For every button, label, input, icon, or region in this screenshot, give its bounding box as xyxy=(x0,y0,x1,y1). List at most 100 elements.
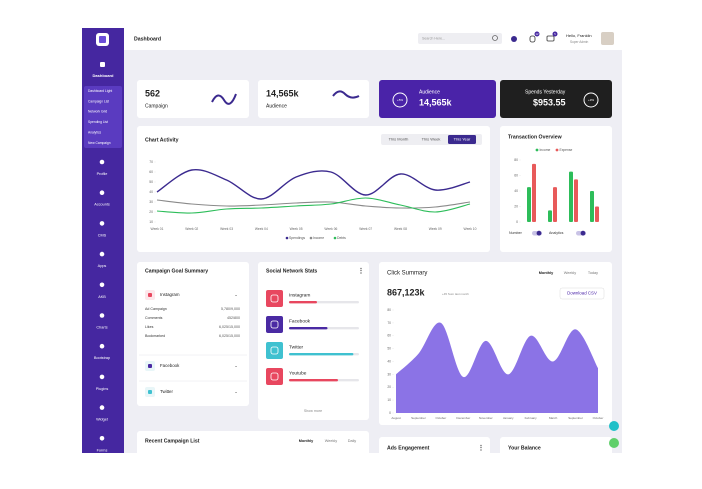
nav-item[interactable]: Accounts xyxy=(94,203,110,207)
panel-title: Campaign Goal Summary xyxy=(145,268,208,274)
bell-icon[interactable] xyxy=(529,35,536,43)
panel xyxy=(137,431,369,453)
row-label: Comments xyxy=(145,316,163,320)
row-value: 452/800 xyxy=(227,316,240,320)
nav-icon xyxy=(99,221,105,226)
float-button[interactable] xyxy=(609,438,619,448)
submenu-item[interactable]: Network Grid xyxy=(88,110,107,114)
nav-item[interactable]: AKB xyxy=(98,295,106,299)
submenu-item[interactable]: Spending List xyxy=(88,120,108,124)
y-tick-label: 0 xyxy=(516,220,518,224)
search-placeholder: Search Here... xyxy=(422,36,445,40)
panel-title: Chart Activity xyxy=(145,137,179,143)
y-tick-label: 20 xyxy=(387,385,391,389)
area xyxy=(396,322,598,413)
tab[interactable]: Weekly xyxy=(325,439,337,443)
menu-dots[interactable]: ⋮ xyxy=(358,268,364,275)
panel-title: Ads Engagement xyxy=(387,445,430,451)
y-tick-label: 40 xyxy=(149,190,153,194)
nav-item[interactable]: Widget xyxy=(96,418,109,422)
network-glyph xyxy=(270,294,279,303)
x-tick-label: October xyxy=(593,416,604,420)
y-tick-label: 40 xyxy=(387,359,391,363)
legend-swatch xyxy=(309,236,313,240)
nav-item[interactable]: CMS xyxy=(98,233,107,237)
submenu-item[interactable]: New Campaign xyxy=(88,141,111,145)
search-box[interactable] xyxy=(418,33,502,44)
float-button[interactable] xyxy=(609,421,619,431)
tab[interactable]: Monthly xyxy=(299,439,314,443)
y-tick-label: 20 xyxy=(514,204,518,208)
y-tick-label: 10 xyxy=(387,398,391,402)
nav-item[interactable]: Apps xyxy=(98,264,107,268)
nav-item[interactable]: Forms xyxy=(97,448,108,452)
network-glyph xyxy=(270,346,279,355)
stat-label: Campaign xyxy=(145,103,168,109)
progress-bar xyxy=(289,379,338,382)
avatar[interactable] xyxy=(601,32,614,45)
network-glyph xyxy=(270,372,279,381)
tab[interactable]: Weekly xyxy=(564,271,576,275)
chevron[interactable]: ⌄ xyxy=(234,389,237,394)
nav-icon xyxy=(100,62,105,67)
stat-card xyxy=(258,80,369,118)
chevron[interactable]: ⌄ xyxy=(234,363,237,368)
nav-item[interactable]: Dashboard xyxy=(93,73,114,78)
network-name: Facebook xyxy=(160,363,180,368)
bar xyxy=(553,187,557,222)
nav-item[interactable]: Charts xyxy=(96,326,107,330)
nav-icon xyxy=(99,190,105,195)
mail-icon[interactable] xyxy=(546,35,555,42)
panel xyxy=(137,262,249,406)
x-tick-label: January xyxy=(503,416,514,420)
tab[interactable]: Today xyxy=(588,271,598,275)
tab[interactable]: This Year xyxy=(454,137,471,142)
progress-bar xyxy=(289,327,328,330)
x-tick-label: February xyxy=(525,416,538,420)
x-tick-label: Week 09 xyxy=(429,227,442,231)
nav-item[interactable]: Profile xyxy=(97,172,108,176)
x-tick-label: March xyxy=(549,416,558,420)
x-tick-label: Week 08 xyxy=(394,227,407,231)
nav-item[interactable]: Plugins xyxy=(96,387,109,391)
network-icon xyxy=(266,316,283,333)
tab[interactable]: Monthly xyxy=(539,271,554,275)
nav-icon xyxy=(99,282,105,288)
nav-item[interactable]: Bootstrap xyxy=(94,356,110,360)
x-tick-label: Week 06 xyxy=(324,227,337,231)
stat-change: +3% xyxy=(588,98,594,102)
panel xyxy=(258,262,369,420)
click-total: 867,123k xyxy=(387,287,426,297)
y-tick-label: 0 xyxy=(389,411,391,415)
network-icon xyxy=(266,342,283,359)
show-more[interactable]: Show more xyxy=(304,409,322,413)
click-note: +45 Sum last month xyxy=(442,292,469,296)
stat-label: Spends Yesterday xyxy=(525,89,566,95)
toggle-knob xyxy=(580,230,586,236)
tab[interactable]: This Week xyxy=(422,137,441,142)
panel-title: Click Summary xyxy=(387,271,427,277)
theme-toggle[interactable] xyxy=(511,36,517,42)
progress-bar xyxy=(289,353,354,356)
panel xyxy=(500,437,612,453)
toggle-knob xyxy=(536,230,542,236)
tab[interactable]: Daily xyxy=(348,439,357,443)
menu-dots[interactable]: ⋮ xyxy=(478,445,484,452)
stat-value: 14,565k xyxy=(419,97,453,107)
download-button[interactable] xyxy=(559,287,605,300)
legend-swatch xyxy=(333,236,337,240)
submenu-item[interactable]: Dashboard Light xyxy=(88,89,112,93)
row-value: 5,780/9,000 xyxy=(221,307,240,311)
ring xyxy=(583,92,599,108)
tab[interactable]: This Month xyxy=(389,137,409,142)
submenu-item[interactable]: Analytics xyxy=(88,130,102,134)
y-tick-label: 70 xyxy=(149,160,153,164)
x-tick-label: Week 07 xyxy=(359,227,372,231)
submenu-item[interactable]: Campaign List xyxy=(88,99,109,103)
greeting: Hello, Franklin xyxy=(566,33,592,38)
search-icon[interactable] xyxy=(492,35,498,41)
chevron[interactable]: ⌄ xyxy=(234,292,237,297)
panel-title: Transaction Overview xyxy=(508,134,563,140)
network-name: Instagram xyxy=(160,292,180,297)
network-name: Twitter xyxy=(289,344,304,350)
